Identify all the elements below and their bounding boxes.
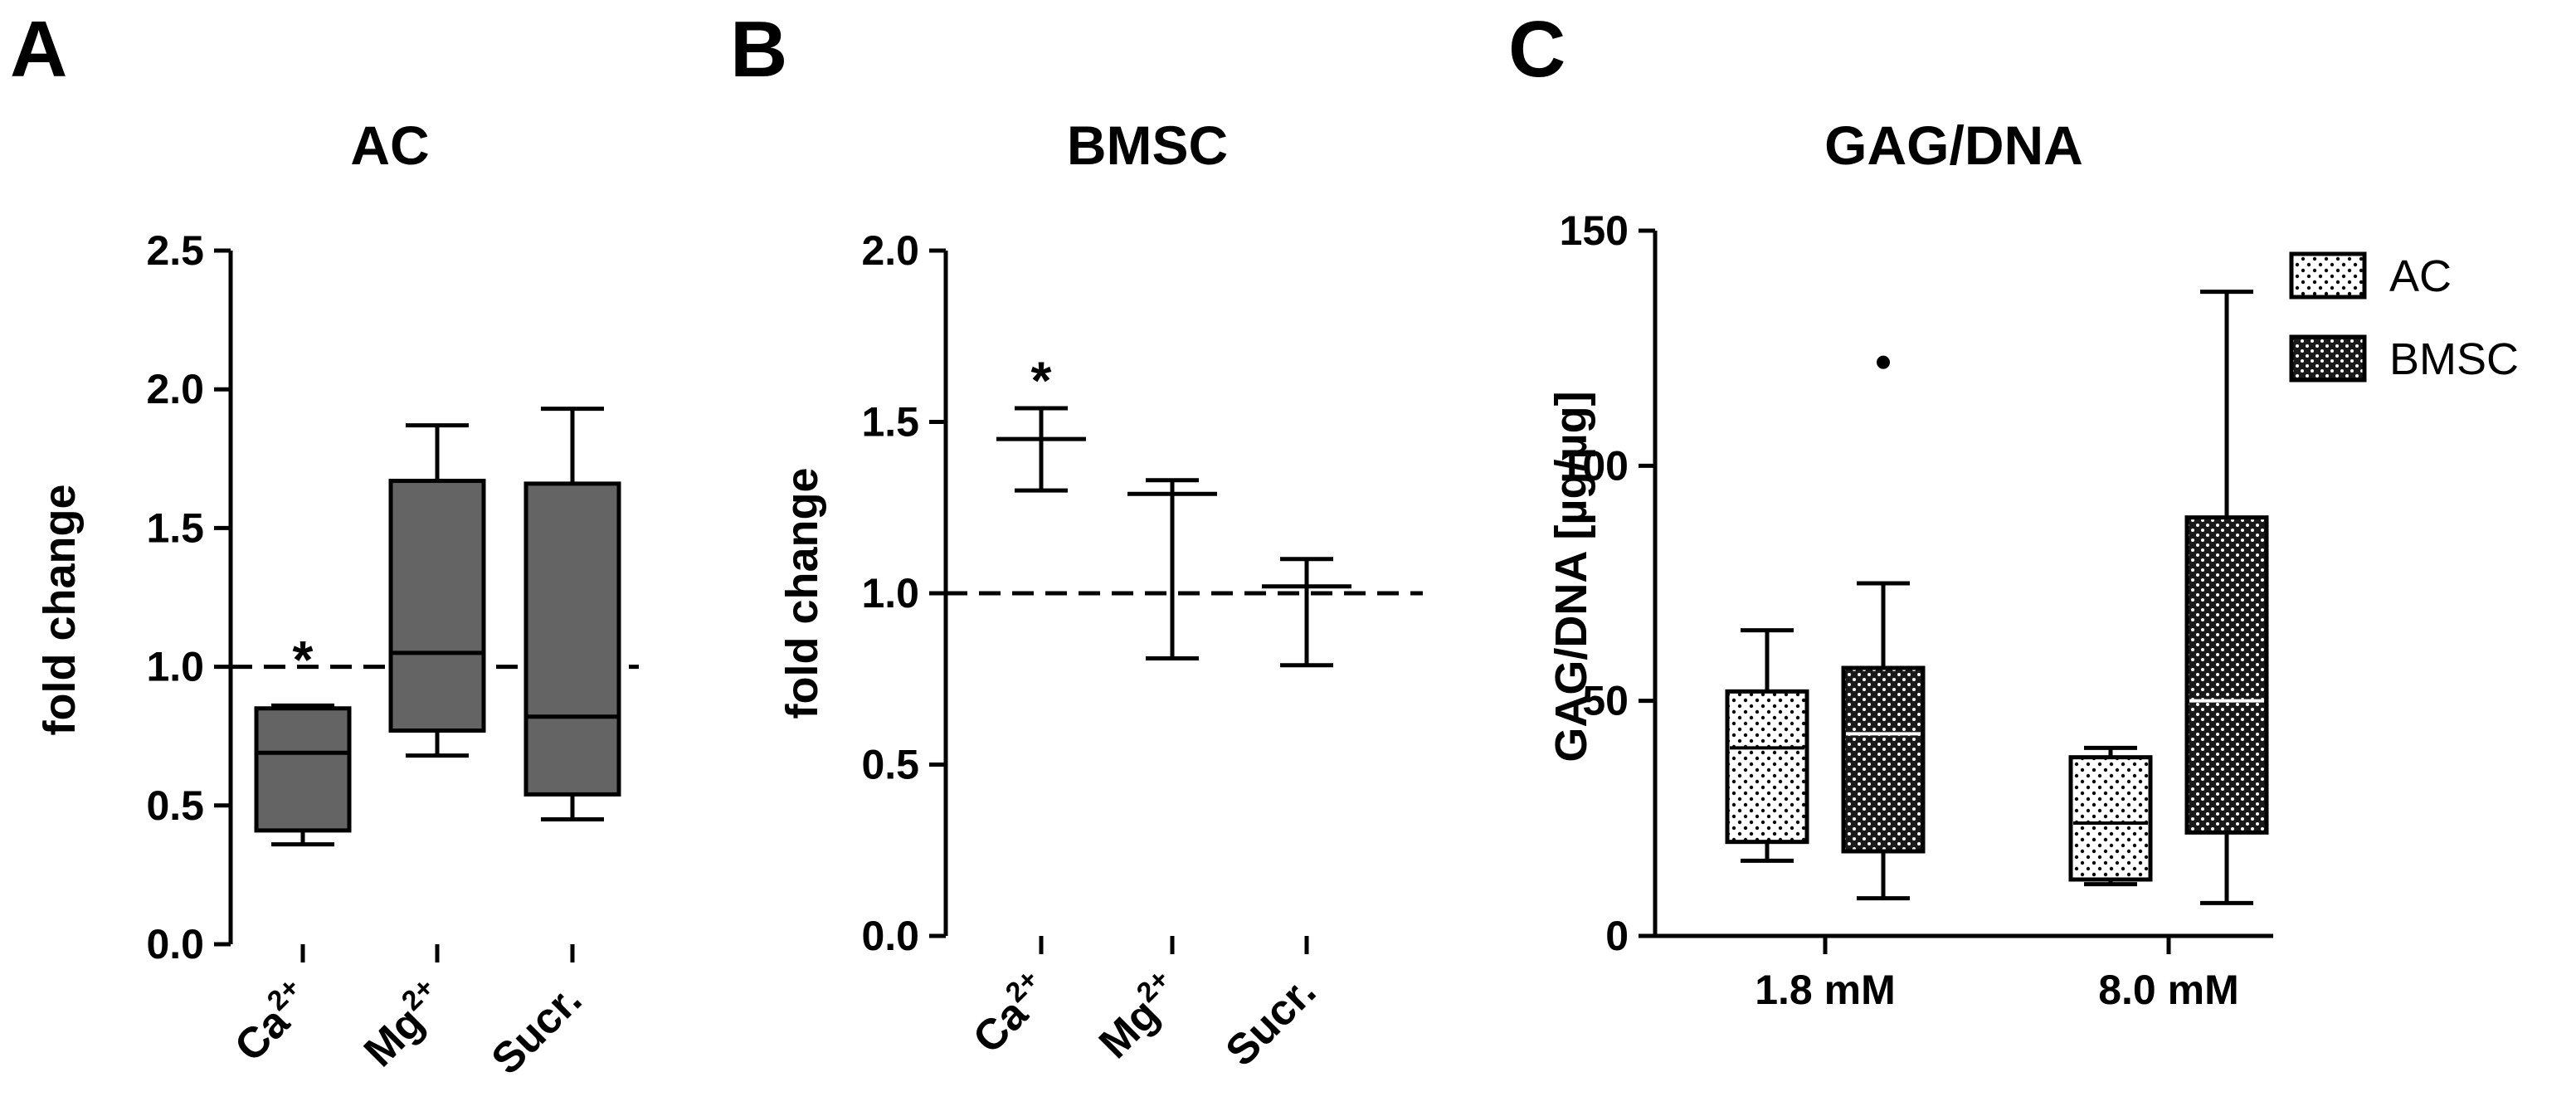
panel-1-y-tick-label: 2.0: [861, 227, 919, 274]
panel-1-category-label: Mg2+: [1087, 963, 1191, 1068]
panel-c-y-tick-label: 150: [1560, 207, 1629, 254]
panel-c-box-ac: [1725, 689, 1809, 845]
panel-c-y-tick-label: 0: [1605, 913, 1629, 959]
panel-0-y-tick-label: 0.5: [146, 782, 204, 829]
panel-0-significance-marker: *: [293, 630, 314, 690]
panel-c-outlier-point: [1877, 355, 1890, 369]
panel-a-y-axis-title: fold change: [35, 484, 85, 735]
panel-letter-b: B: [730, 5, 787, 94]
panel-b-chart: BMSC fold change 0.0 0.5 1.0 1.5 2.0 Ca2+ Mg2+…: [777, 115, 1423, 1075]
panel-c-y-axis-title: GAG/DNA [µg/µg]: [1546, 391, 1596, 762]
panel-c-box-ac: [2068, 755, 2153, 882]
panel-1-significance-marker: *: [1031, 351, 1052, 411]
panel-0-y-tick-label: 2.0: [146, 366, 204, 412]
panel-c-box-bmsc: [2184, 515, 2269, 835]
panel-b-title: BMSC: [1067, 115, 1228, 176]
panel-1-y-tick-label: 1.0: [861, 570, 919, 616]
panel-0-y-tick-label: 1.0: [146, 644, 204, 690]
panel-0-y-tick-label: 2.5: [146, 227, 204, 274]
panel-letter-a: A: [10, 5, 67, 94]
panel-1-category-label: Sucr.: [1217, 967, 1326, 1075]
panel-b-y-axis-title: fold change: [777, 467, 827, 719]
panel-1-y-tick-label: 0.0: [861, 913, 919, 959]
panel-letter-c: C: [1508, 5, 1566, 94]
panel-c-chart: GAG/DNA GAG/DNA [µg/µg] 0 50 100 150 1.8 mM 8…: [1546, 115, 2519, 1013]
panel-0-box: [254, 706, 352, 833]
panel-1-y-tick-label: 0.5: [861, 742, 919, 788]
panel-0-box: [523, 481, 621, 797]
panel-c-x-category-label: 8.0 mM: [2098, 967, 2239, 1013]
panel-a-title: AC: [350, 115, 429, 176]
panel-a-chart: AC fold change 0.0 0.5 1.0 1.5 2.0 2.5 Ca2+ Mg2…: [35, 115, 639, 1084]
panel-c-box-bmsc: [1841, 665, 1926, 854]
legend-label-bmsc: BMSC: [2389, 334, 2519, 384]
panel-1-category-label: Ca2+: [961, 963, 1060, 1063]
panel-0-y-tick-label: 1.5: [146, 504, 204, 551]
legend-swatch-bmsc: [2289, 334, 2367, 383]
legend-swatch-ac: [2289, 251, 2367, 300]
panel-0-category-label: Ca2+: [222, 972, 322, 1071]
legend-label-ac: AC: [2389, 251, 2452, 301]
panel-1-y-tick-label: 1.5: [861, 399, 919, 446]
panel-c-title: GAG/DNA: [1824, 115, 2083, 176]
panel-c-y-tick-label: 100: [1560, 442, 1629, 489]
panel-0-category-label: Mg2+: [352, 972, 456, 1076]
panel-0-y-tick-label: 0.0: [146, 921, 204, 967]
panel-0-box: [388, 479, 486, 733]
panel-c-y-tick-label: 50: [1582, 678, 1629, 724]
panel-0-category-label: Sucr.: [483, 975, 592, 1084]
panel-c-x-category-label: 1.8 mM: [1755, 967, 1896, 1013]
